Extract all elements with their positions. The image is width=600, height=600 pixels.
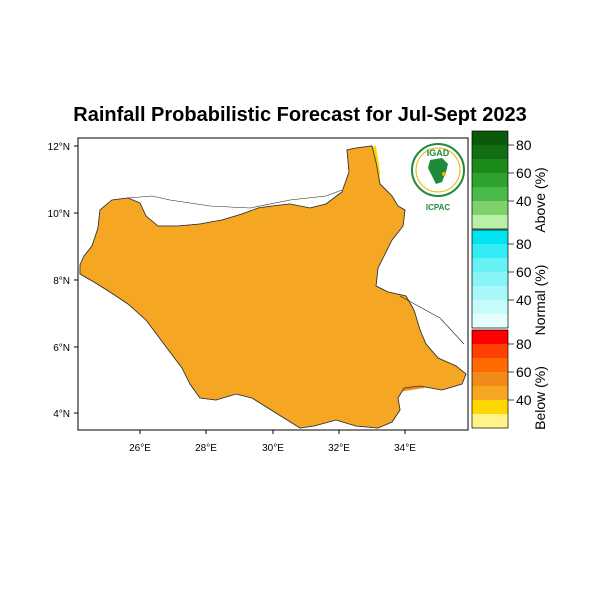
africa-silhouette-icon — [428, 158, 448, 184]
colorbar-below-label: 80 — [516, 336, 532, 352]
colorbar-above-label: 80 — [516, 137, 532, 153]
map-area — [79, 145, 467, 429]
colorbar-above-label: 60 — [516, 165, 532, 181]
lat-tick-label: 8°N — [53, 276, 70, 287]
igad-icpac-logo: IGAD ICPAC — [411, 143, 465, 212]
logo-top-text: IGAD — [427, 148, 450, 158]
colorbar-normal-title: Normal (%) — [532, 265, 548, 336]
nodata-patch-south2 — [400, 396, 405, 404]
colorbar: 80 60 40 80 60 40 80 60 40 Above (%) Nor… — [471, 130, 548, 430]
colorbar-normal-label: 80 — [516, 236, 532, 252]
colorbar-below — [471, 329, 509, 429]
colorbar-above — [471, 130, 509, 230]
colorbar-normal — [471, 229, 509, 329]
lon-tick-label: 34°E — [394, 443, 416, 454]
lat-tick-label: 10°N — [48, 209, 70, 220]
logo-bottom-text: ICPAC — [426, 203, 451, 212]
lon-tick-label: 32°E — [328, 443, 350, 454]
lon-tick-label: 28°E — [195, 443, 217, 454]
colorbar-normal-label: 60 — [516, 264, 532, 280]
border-east — [399, 295, 465, 345]
lon-tick-label: 26°E — [129, 443, 151, 454]
colorbar-below-title: Below (%) — [532, 366, 548, 430]
colorbar-below-label: 40 — [516, 392, 532, 408]
colorbar-above-title: Above (%) — [532, 167, 548, 232]
lon-tick-label: 30°E — [262, 443, 284, 454]
border-north — [127, 189, 343, 209]
lat-tick-label: 6°N — [53, 343, 70, 354]
colorbar-normal-label: 40 — [516, 292, 532, 308]
colorbar-above-label: 40 — [516, 193, 532, 209]
map-title: Rainfall Probabilistic Forecast for Jul-… — [73, 104, 527, 126]
lat-tick-label: 12°N — [48, 142, 70, 153]
colorbar-below-label: 60 — [516, 364, 532, 380]
lat-axis: 12°N 10°N 8°N 6°N 4°N — [48, 142, 78, 420]
lon-axis: 26°E 28°E 30°E 32°E 34°E — [129, 430, 416, 454]
lat-tick-label: 4°N — [53, 409, 70, 420]
